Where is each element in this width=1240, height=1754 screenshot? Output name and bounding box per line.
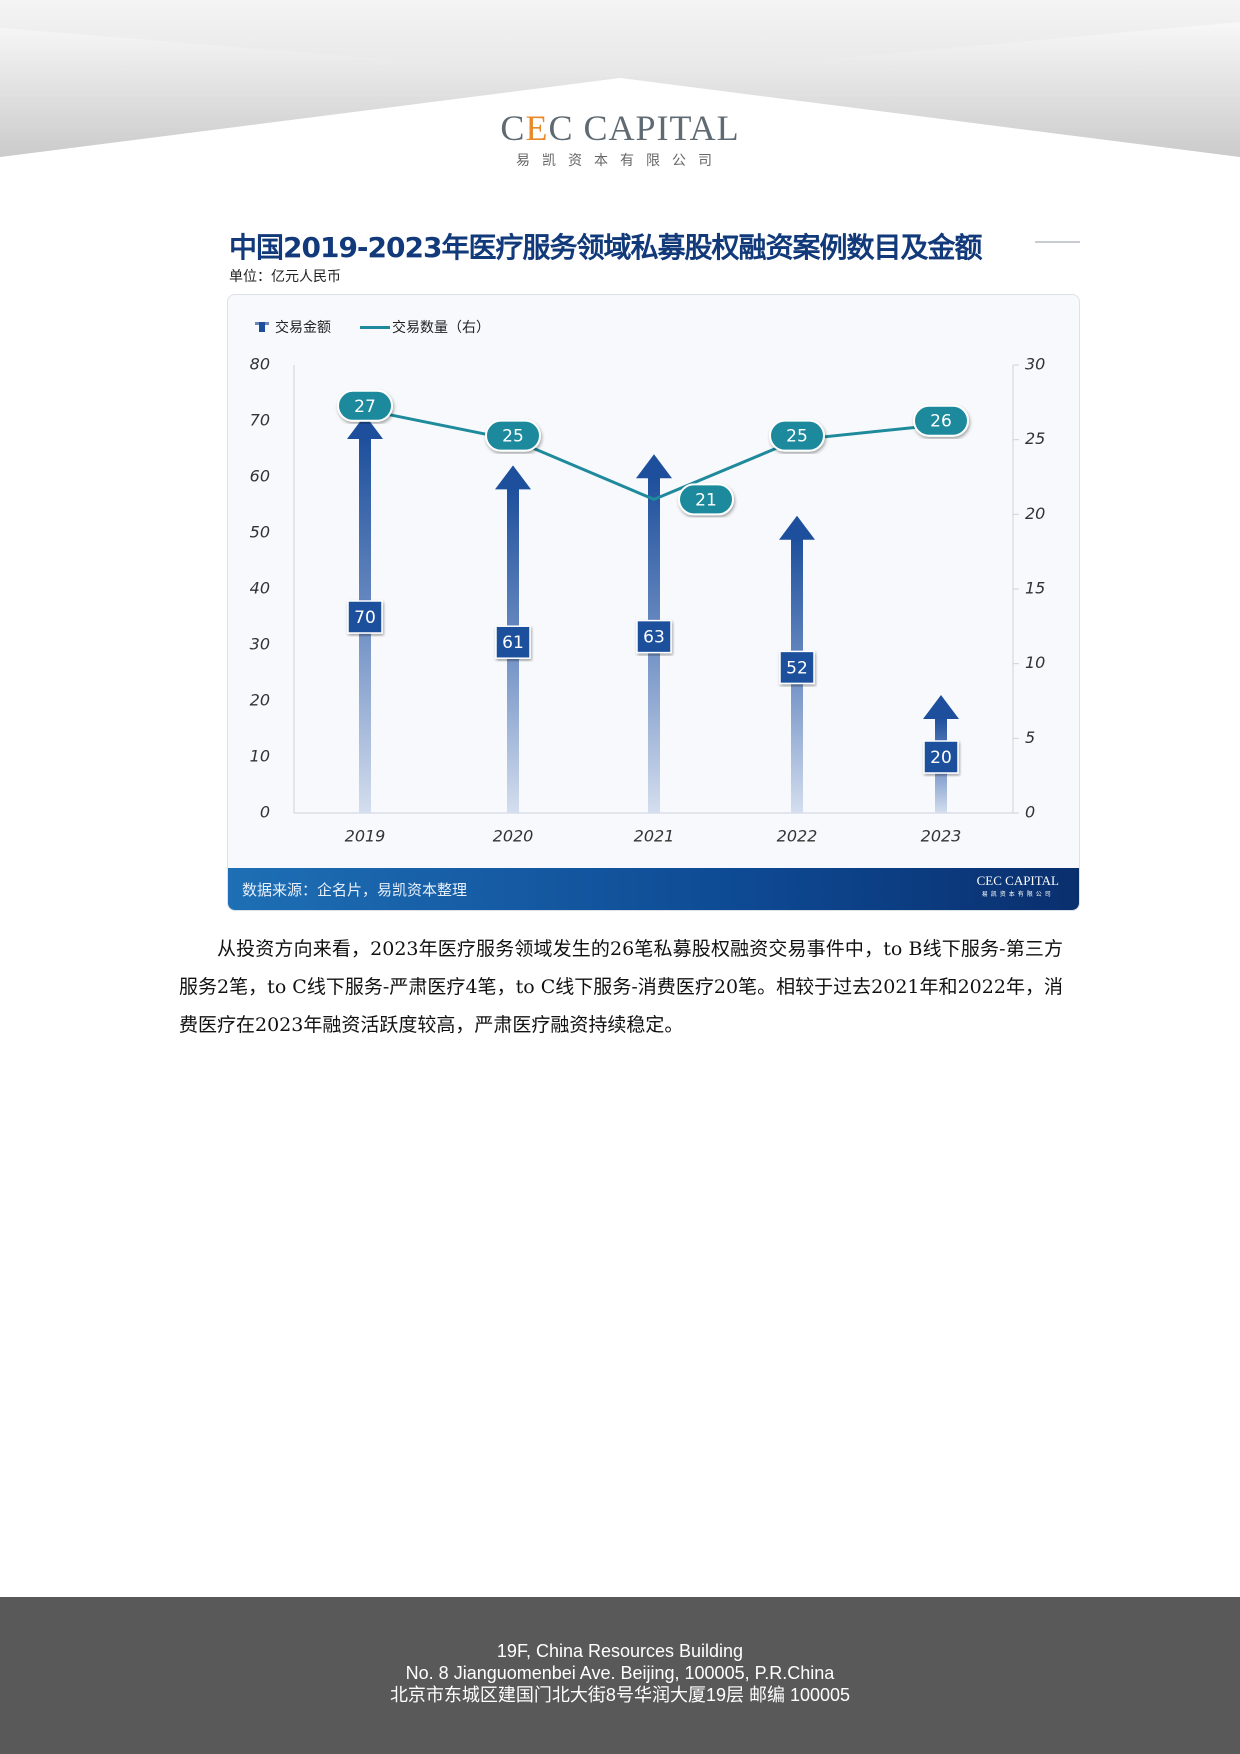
right-tick-label: 15	[1025, 579, 1045, 598]
line-value-pill	[913, 404, 969, 437]
bar-value-label: 63	[643, 628, 665, 648]
bar-value-label: 61	[502, 633, 524, 653]
chart-card: 交易金额 交易数量（右） 0 10 20 30 40 50 60 70 80 0 5 10 15 20 25…	[227, 294, 1080, 911]
bar-arrow-head	[495, 465, 531, 490]
line-value-pill	[678, 483, 734, 516]
right-tick-label: 5	[1025, 728, 1035, 747]
legend-line-label: 交易数量（右）	[392, 319, 490, 336]
left-tick-label: 80	[250, 355, 270, 374]
left-tick-label: 60	[250, 467, 270, 486]
source-logo: CEC CAPITAL 易凯资本有限公司	[976, 873, 1059, 899]
legend-bar-label: 交易金额	[275, 319, 331, 336]
left-tick-label: 70	[250, 411, 270, 430]
line-value-label: 26	[930, 412, 952, 432]
right-tick-label: 25	[1025, 429, 1045, 448]
legend: 交易金额 交易数量（右）	[255, 319, 490, 336]
bar-value-box	[923, 740, 959, 774]
title-divider	[1035, 241, 1080, 243]
source-bar: 数据来源：企名片，易凯资本整理 CEC CAPITAL 易凯资本有限公司	[228, 868, 1079, 910]
line-value-label: 25	[502, 427, 524, 447]
right-tick-label: 10	[1025, 653, 1045, 672]
legend-line-icon	[360, 326, 390, 329]
left-tick-label: 10	[250, 747, 270, 766]
x-tick-label: 2020	[493, 827, 534, 846]
chart: 交易金额 交易数量（右） 0 10 20 30 40 50 60 70 80 0 5 10 15 20 25…	[250, 319, 1046, 846]
line-value-label: 27	[354, 397, 376, 417]
left-tick-label: 30	[250, 635, 270, 654]
header-background	[0, 0, 1240, 160]
right-tick-label: 20	[1025, 504, 1045, 523]
left-tick-label: 20	[250, 691, 270, 710]
legend-bar-icon-stem	[259, 322, 265, 332]
x-tick-label: 2022	[777, 827, 818, 846]
line-value-pill	[769, 419, 825, 452]
body-paragraph: 从投资方向来看，2023年医疗服务领域发生的26笔私募股权融资交易事件中，to …	[179, 938, 1063, 1036]
left-tick-label: 40	[250, 579, 270, 598]
unit-label: 单位：亿元人民币	[229, 269, 341, 285]
bar-value-box	[636, 619, 672, 654]
bar-arrow-head	[347, 415, 383, 439]
x-tick-label: 2019	[345, 827, 386, 846]
source-text: 数据来源：企名片，易凯资本整理	[242, 881, 468, 899]
bar-value-label: 70	[354, 608, 376, 628]
company-logo: CEC CAPITAL 易凯资本有限公司	[500, 108, 740, 169]
line-value-pill	[485, 419, 541, 452]
right-tick-label: 30	[1025, 355, 1045, 374]
right-tick-label: 0	[1025, 803, 1035, 822]
x-tick-label: 2023	[921, 827, 962, 846]
x-tick-label: 2021	[634, 827, 675, 846]
bar-arrow-head	[779, 515, 815, 540]
line-value-label: 21	[695, 490, 717, 510]
footer-address-line3: 北京市东城区建国门北大街8号华润大厦19层 邮编 100005	[389, 1685, 851, 1705]
line-value-label: 25	[786, 427, 808, 447]
left-tick-label: 0	[260, 803, 270, 822]
bar-value-box	[495, 625, 531, 659]
footer-address-line2: No. 8 Jianguomenbei Ave. Beijing, 100005…	[405, 1663, 835, 1683]
bar-value-box	[779, 650, 815, 685]
chart-title: 中国2019-2023年医疗服务领域私募股权融资案例数目及金额	[229, 231, 982, 264]
count-line	[364, 408, 942, 502]
bar-arrow-head	[636, 454, 672, 479]
bar-arrow-head	[923, 695, 959, 719]
bar-value-label: 20	[930, 748, 952, 768]
line-value-pill	[337, 389, 393, 422]
footer-address-line1: 19F, China Resources Building	[496, 1641, 744, 1661]
left-tick-label: 50	[250, 523, 270, 542]
bar-value-box	[347, 600, 383, 634]
footer: 19F, China Resources Building No. 8 Jian…	[0, 1597, 1240, 1754]
bar-value-label: 52	[786, 658, 808, 678]
